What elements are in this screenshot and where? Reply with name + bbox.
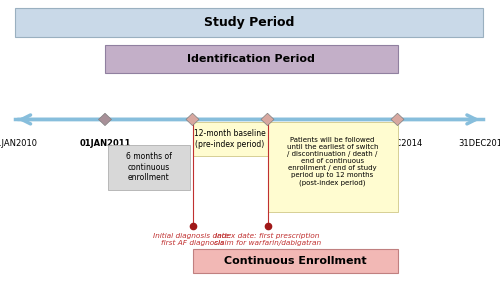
Text: Study Period: Study Period (204, 16, 294, 29)
Text: Index date: first prescription
claim for warfarin/dabigatran: Index date: first prescription claim for… (214, 233, 321, 246)
Text: 01JAN2011: 01JAN2011 (79, 139, 131, 148)
Text: Identification Period: Identification Period (188, 54, 315, 64)
Text: 6 months of
continuous
enrollment: 6 months of continuous enrollment (126, 152, 172, 182)
Text: 01JAN2010: 01JAN2010 (0, 139, 38, 148)
FancyBboxPatch shape (192, 249, 398, 273)
Text: 31DEC2014: 31DEC2014 (373, 139, 422, 148)
Text: 12-month baseline
(pre-index period): 12-month baseline (pre-index period) (194, 129, 266, 149)
FancyBboxPatch shape (192, 122, 268, 156)
FancyBboxPatch shape (268, 122, 398, 212)
FancyBboxPatch shape (105, 45, 398, 73)
Text: Initial diagnosis date:
first AF diagnosis: Initial diagnosis date: first AF diagnos… (153, 233, 232, 246)
FancyBboxPatch shape (15, 8, 482, 37)
Text: Continuous Enrollment: Continuous Enrollment (224, 256, 366, 266)
Text: 31DEC2015: 31DEC2015 (458, 139, 500, 148)
FancyBboxPatch shape (108, 145, 190, 190)
Polygon shape (186, 113, 199, 126)
Polygon shape (261, 113, 274, 126)
Text: Patients will be followed
until the earliest of switch
/ discontinuation / death: Patients will be followed until the earl… (287, 137, 378, 186)
Polygon shape (391, 113, 404, 126)
Polygon shape (98, 113, 112, 126)
